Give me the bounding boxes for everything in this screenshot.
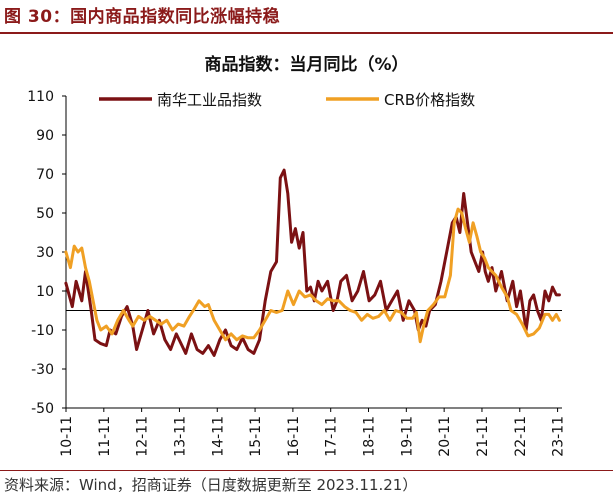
y-tick-label: 110	[27, 89, 54, 105]
title-divider	[0, 32, 613, 34]
x-tick-label: 22-11	[513, 416, 529, 457]
y-tick-label: 70	[36, 167, 54, 183]
y-tick-label: -30	[31, 362, 54, 378]
x-tick-label: 10-11	[59, 416, 75, 457]
x-tick-label: 19-11	[399, 416, 415, 457]
series-line-1	[64, 168, 561, 357]
y-tick-label: 10	[36, 284, 54, 300]
y-tick-label: -10	[31, 323, 54, 339]
x-tick-label: 18-11	[362, 416, 378, 457]
source-divider	[0, 470, 613, 471]
x-tick-label: 20-11	[437, 416, 453, 457]
figure-title: 图 30：国内商品指数同比涨幅持稳	[4, 7, 281, 27]
legend-label-2: CRB价格指数	[384, 91, 475, 109]
x-tick-label: 17-11	[324, 416, 340, 457]
y-tick-label: 50	[36, 206, 54, 222]
y-tick-label: -50	[31, 401, 54, 417]
legend-label-1: 南华工业品指数	[157, 91, 262, 109]
x-tick-label: 13-11	[172, 416, 188, 457]
y-tick-label: 30	[36, 245, 54, 261]
x-tick-label: 12-11	[135, 416, 151, 457]
source-note: 资料来源：Wind，招商证券（日度数据更新至 2023.11.21）	[4, 476, 418, 494]
x-tick-label: 11-11	[97, 416, 113, 457]
x-tick-label: 23-11	[551, 416, 567, 457]
x-tick-label: 21-11	[475, 416, 491, 457]
series-line-2	[64, 207, 561, 344]
y-tick-label: 90	[36, 128, 54, 144]
x-tick-label: 14-11	[210, 416, 226, 457]
x-tick-label: 15-11	[248, 416, 264, 457]
x-tick-label: 16-11	[286, 416, 302, 457]
chart-title: 商品指数：当月同比（%）	[204, 55, 409, 75]
